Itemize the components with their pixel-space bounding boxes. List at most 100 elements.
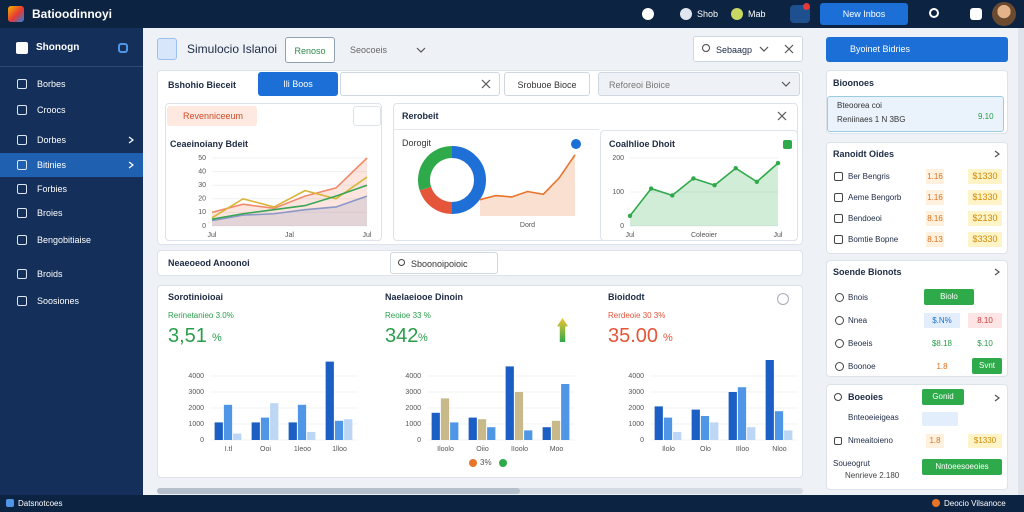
nav-item[interactable]: Bengobitiaise [37,235,92,245]
chevron-glyph [994,150,1000,158]
row-value: 8.13 [926,232,944,247]
line [211,157,368,214]
scroll-thumb[interactable] [157,488,520,494]
row-button[interactable]: Biolo [924,289,974,305]
bar [468,417,477,440]
y-tick-label: 4000 [188,373,204,380]
card-button[interactable]: Gonid [922,389,964,405]
card-subtitle: Dorogit [402,138,432,148]
row-label: Bnteoeieigeas [848,413,899,422]
tab[interactable]: Renoso [285,37,335,63]
bar [654,406,663,440]
top-link[interactable]: Mab [748,9,766,19]
nav-item[interactable]: Broies [37,208,63,218]
bar [747,427,756,440]
nav-item[interactable]: Broids [37,269,63,279]
area [480,154,575,216]
summary-value: 9.10 [978,112,994,121]
row-label: Bomtie Bopne [848,235,899,244]
bar [784,430,793,440]
filter-button[interactable]: Ili Boos [258,72,338,96]
bar-chart: 0 1000 2000 3000 4000 I.tl Ooi 1leoo 1lloo [188,361,358,453]
dropdown[interactable]: Seocoeis [350,45,388,55]
filter-select[interactable]: Reforeoi Bioice [598,72,800,96]
y-tick-label: 0 [202,223,206,230]
search-box[interactable]: Sebaagp [693,36,803,62]
badge [803,3,810,10]
point [754,179,760,184]
card-title: Rerobeit [402,111,439,121]
checkbox[interactable] [834,193,843,202]
y-tick-label: 10 [198,209,206,216]
y-tick-label: 0 [417,437,421,444]
close-icon [784,44,794,54]
sidebar [0,28,143,495]
chevron-glyph [128,136,134,144]
nav-icon [17,296,27,306]
checkbox[interactable] [834,172,843,181]
card-button[interactable]: Revenniceeum [167,106,257,126]
kpi-unit: % [212,332,222,344]
row-button[interactable]: Svnt [972,358,1002,374]
top-link[interactable]: Shob [697,9,719,19]
row-icon [834,393,842,401]
row-input[interactable] [922,412,958,426]
section-search[interactable]: Sboonoipoioic [390,252,498,274]
row-button[interactable]: Nntoeesoeoies [922,459,1002,475]
x-tick-label: Moo [550,446,564,453]
x-tick-label: Olo [700,446,711,453]
bar [251,422,260,440]
nav-item[interactable]: Dorbes [37,135,67,145]
right-scroll [1018,28,1024,495]
row-amount: $.10 [977,339,993,348]
bar [297,404,307,440]
nav-item[interactable]: Croocs [37,105,66,115]
x-tick-label: Nloo [772,446,787,453]
nav-item[interactable]: Bitinies [37,160,67,170]
y-tick-label: 0 [640,437,644,444]
x-tick-label: 1lloo [332,446,347,453]
nav-icon [17,269,27,279]
close-icon [481,79,491,89]
chevron [128,161,134,169]
bar [450,422,459,440]
x-tick-label: Oiio [476,446,489,453]
line-chart: 0 100 200 Jul Coleoier Jul [612,155,783,239]
x-tick-label: 1leoo [294,446,311,453]
checkbox[interactable] [834,214,843,223]
chevron-glyph [781,81,791,87]
row-sub: Nenrieve 2.180 [845,471,900,480]
chart-title: Bioidodt [608,292,645,302]
card-title: Boeoies [848,392,884,402]
card-tool[interactable] [353,106,381,126]
x-tick-label: Iloolo [437,446,454,453]
x-tick-label: IIloo [736,446,749,453]
y-tick-label: 200 [612,155,624,162]
y-tick-label: 0 [200,437,204,444]
y-tick-label: 2000 [188,405,204,412]
summary-line: Reniinaes 1 N 3BG [837,115,906,124]
nav-icon [17,135,27,145]
nav-item[interactable]: Forbies [37,184,68,194]
donut-slice [451,146,486,214]
bar [700,416,710,440]
row-value: 1.16 [926,169,944,184]
x-tick-label: Coleoier [691,232,718,239]
bar [307,432,316,440]
nav-item[interactable]: Soosiones [37,296,80,306]
checkbox[interactable] [834,235,843,244]
point [775,160,781,166]
row-icon [835,362,844,371]
sidebar-header: Shonogn [36,42,80,53]
new-button[interactable]: New Inbos [820,3,908,25]
kpi-unit: % [663,332,673,344]
right-button[interactable]: Byoinet Bidries [826,37,1008,62]
chevron-glyph [128,161,134,169]
filter-select[interactable]: Srobuoe Bioce [504,72,590,96]
nav-item[interactable]: Borbes [37,79,66,89]
trend-icon [557,318,568,342]
chevron [128,136,134,144]
filter-input[interactable] [340,72,500,96]
page-icon [157,38,177,60]
y-tick-label: 4000 [405,373,421,380]
